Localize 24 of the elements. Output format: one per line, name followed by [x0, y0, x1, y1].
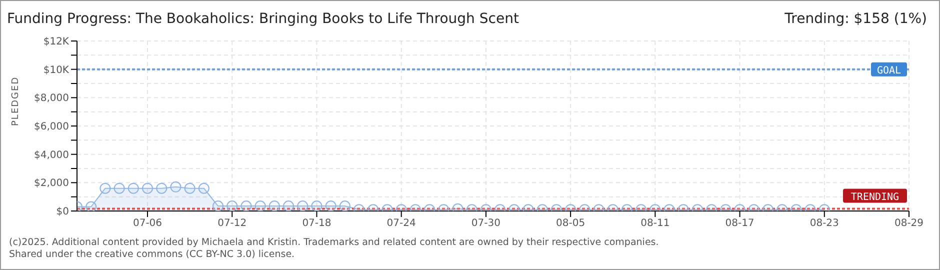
y-tick-label: $10K	[43, 64, 70, 76]
x-tick-label: 08-29	[894, 218, 924, 230]
ref-line-label: GOAL	[876, 65, 902, 76]
x-tick-label: 07-12	[218, 218, 247, 230]
text: (c)2025. Additional content provided by Michaela and Kristin. Trademarks and related content are owned by their respective companies.	[9, 237, 659, 249]
x-tick-label: 07-24	[386, 218, 416, 230]
text: Shared under the creative commons (CC BY-NC 3.0) license.	[9, 249, 296, 261]
y-tick-label: $2,000	[34, 178, 69, 190]
x-tick-label: 08-05	[556, 218, 586, 230]
x-tick-label: 08-11	[640, 218, 670, 230]
x-tick-label: 08-17	[725, 218, 754, 230]
chart-title: Funding Progress: The Bookaholics: Bringing Books to Life Through Scent	[7, 11, 519, 27]
x-tick-label: 07-06	[132, 218, 162, 230]
x-tick-label: 08-23	[810, 218, 839, 230]
x-tick-label: 07-18	[302, 218, 332, 230]
y-tick-label: $8,000	[34, 93, 69, 104]
y-axis-title: PLEDGED	[11, 76, 22, 126]
y-tick-label: $0	[56, 206, 69, 218]
y-tick-label: $6,000	[34, 122, 69, 133]
chart-subtitle: Trending: $158 (1%)	[784, 11, 927, 27]
x-tick-label: 07-30	[471, 218, 500, 230]
y-tick-label: $12K	[43, 36, 70, 48]
y-tick-label: $4,000	[34, 150, 69, 161]
ref-line-label: TRENDING	[850, 192, 900, 203]
